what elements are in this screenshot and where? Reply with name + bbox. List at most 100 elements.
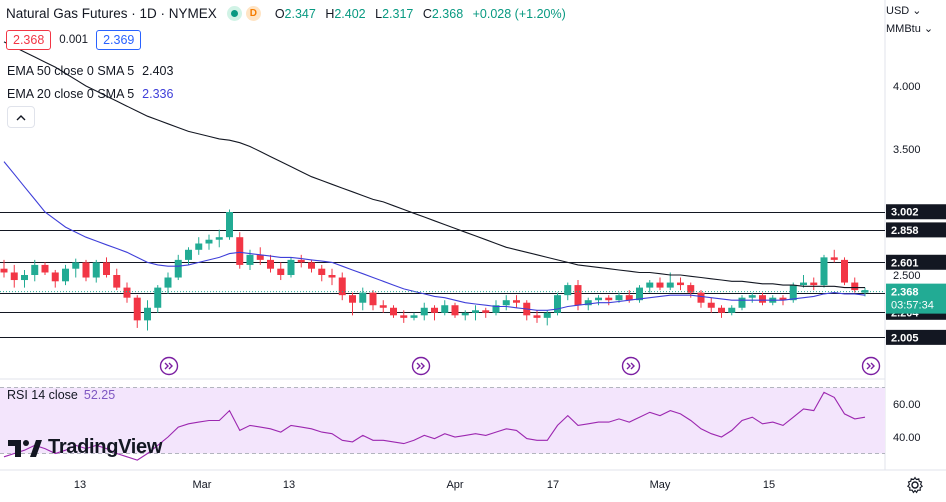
candle-body[interactable]	[656, 282, 664, 288]
candle-body[interactable]	[400, 315, 408, 318]
collapse-legend-button[interactable]	[7, 106, 35, 128]
event-marker-icon[interactable]	[159, 356, 179, 376]
indicator-ema20[interactable]: EMA 20 close 0 SMA 5 2.336	[7, 87, 173, 101]
candle-body[interactable]	[21, 275, 28, 281]
candle-body[interactable]	[215, 237, 223, 240]
candle-body[interactable]	[144, 307, 151, 321]
candle-body[interactable]	[789, 285, 797, 301]
candle-body[interactable]	[10, 272, 18, 281]
candle-body[interactable]	[451, 305, 459, 316]
candle-body[interactable]	[543, 312, 551, 318]
candle-body[interactable]	[697, 292, 705, 303]
candle-body[interactable]	[328, 275, 336, 278]
candle-body[interactable]	[31, 264, 39, 275]
axis-currency-unit[interactable]: USD ⌄ MMBtu ⌄	[886, 2, 938, 38]
candle-body[interactable]	[359, 292, 367, 303]
rsi-line[interactable]	[3, 391, 866, 461]
candle-body[interactable]	[472, 310, 479, 313]
sell-button[interactable]: 2.368	[6, 30, 52, 50]
candle-body[interactable]	[62, 268, 69, 282]
candle-body[interactable]	[564, 285, 572, 296]
candle-body[interactable]	[82, 262, 90, 278]
candle-body[interactable]	[738, 297, 746, 308]
candle-body[interactable]	[800, 282, 807, 286]
candle-body[interactable]	[287, 259, 295, 275]
candle-body[interactable]	[779, 297, 787, 301]
indicator-ema50[interactable]: EMA 50 close 0 SMA 5 2.403	[7, 64, 173, 78]
candle-body[interactable]	[410, 315, 418, 318]
candle-body[interactable]	[707, 302, 715, 308]
candle-body[interactable]	[636, 287, 643, 301]
candle-body[interactable]	[277, 268, 285, 275]
candle-body[interactable]	[41, 264, 49, 273]
candle-body[interactable]	[574, 285, 582, 306]
candle-body[interactable]	[123, 287, 131, 298]
candle-body[interactable]	[72, 262, 80, 269]
event-marker-icon[interactable]	[411, 356, 431, 376]
candle-body[interactable]	[666, 282, 674, 288]
candle-body[interactable]	[810, 282, 818, 286]
candle-body[interactable]	[677, 282, 684, 286]
candle-body[interactable]	[390, 307, 397, 316]
candle-body[interactable]	[195, 243, 203, 250]
candle-body[interactable]	[841, 259, 848, 283]
candle-body[interactable]	[687, 285, 695, 293]
candle-body[interactable]	[441, 305, 449, 313]
candle-body[interactable]	[308, 262, 315, 269]
candle-body[interactable]	[482, 310, 490, 313]
candle-body[interactable]	[492, 305, 500, 313]
candle-body[interactable]	[256, 254, 264, 260]
candle-body[interactable]	[297, 259, 305, 263]
candle-body[interactable]	[51, 272, 59, 282]
tradingview-logo[interactable]: TradingView	[8, 436, 162, 459]
candle-body[interactable]	[646, 282, 654, 288]
candle-body[interactable]	[267, 259, 274, 269]
candle-body[interactable]	[92, 262, 100, 278]
currency-label[interactable]: USD	[886, 5, 910, 17]
symbol-title[interactable]: Natural Gas Futures · 1D · NYMEX	[6, 6, 217, 21]
candle-body[interactable]	[830, 257, 838, 260]
candle-body[interactable]	[554, 295, 561, 313]
ema50-line[interactable]	[3, 41, 865, 289]
rsi-legend[interactable]: RSI 14 close 52.25	[7, 388, 115, 402]
event-marker-icon[interactable]	[861, 356, 881, 376]
candle-body[interactable]	[113, 275, 121, 288]
candle-body[interactable]	[379, 305, 387, 308]
candle-body[interactable]	[369, 292, 377, 306]
candle-body[interactable]	[236, 237, 244, 265]
candle-body[interactable]	[502, 300, 510, 306]
event-marker-icon[interactable]	[621, 356, 641, 376]
candle-body[interactable]	[154, 287, 162, 308]
candle-body[interactable]	[851, 282, 859, 291]
candle-body[interactable]	[748, 295, 756, 298]
candle-body[interactable]	[820, 257, 828, 286]
candle-body[interactable]	[615, 295, 623, 301]
candle-body[interactable]	[625, 295, 633, 301]
candle-body[interactable]	[226, 212, 233, 238]
candle-body[interactable]	[164, 277, 172, 288]
gear-icon[interactable]	[906, 476, 924, 494]
candle-body[interactable]	[584, 300, 592, 306]
candle-body[interactable]	[728, 307, 736, 313]
candle-body[interactable]	[420, 307, 428, 316]
buy-button[interactable]: 2.369	[96, 30, 142, 50]
candle-body[interactable]	[0, 268, 8, 273]
candle-body[interactable]	[174, 259, 182, 278]
ema20-line[interactable]	[3, 161, 866, 311]
candle-body[interactable]	[595, 297, 602, 301]
candle-body[interactable]	[338, 277, 346, 296]
candle-body[interactable]	[185, 249, 192, 260]
candle-body[interactable]	[718, 307, 725, 313]
candle-body[interactable]	[461, 312, 469, 316]
unit-label[interactable]: MMBtu	[886, 23, 921, 35]
candle-body[interactable]	[513, 300, 520, 303]
candle-body[interactable]	[431, 307, 438, 313]
candle-body[interactable]	[133, 297, 141, 321]
candle-body[interactable]	[205, 239, 213, 244]
candle-body[interactable]	[318, 268, 326, 275]
candle-body[interactable]	[605, 297, 613, 301]
candle-body[interactable]	[246, 254, 254, 265]
candle-body[interactable]	[103, 262, 110, 275]
candle-body[interactable]	[533, 315, 541, 318]
